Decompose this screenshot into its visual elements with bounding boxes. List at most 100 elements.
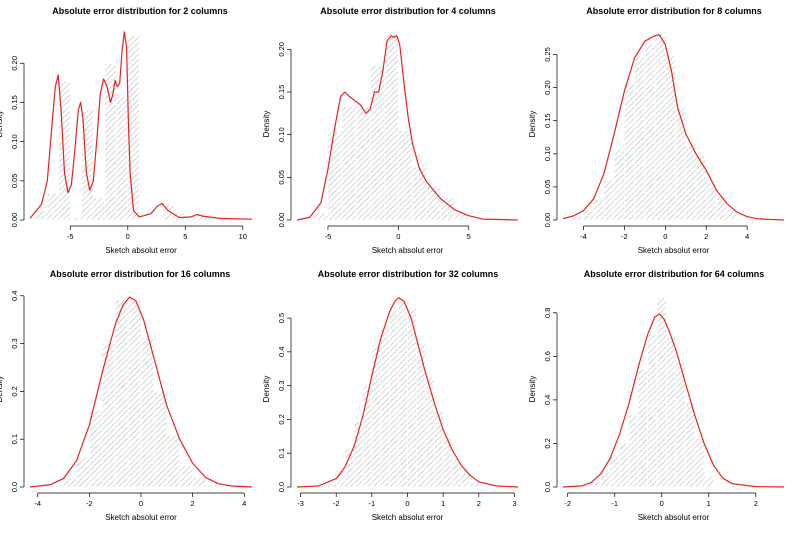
histogram-bar: [205, 484, 219, 488]
y-tick-label: 0.0: [543, 482, 552, 492]
x-tick-label: 5: [183, 232, 187, 241]
histogram-bar: [716, 196, 728, 221]
x-tick-label: -4: [580, 232, 587, 241]
histogram-bar: [173, 212, 186, 221]
histogram-panel: Absolute error distribution for 16 colum…: [0, 269, 253, 522]
y-axis-label: Density: [0, 376, 4, 403]
histogram-bar: [460, 473, 471, 488]
y-tick-label: 0.10: [543, 146, 552, 161]
y-tick-label: 0.1: [10, 434, 19, 444]
histogram-bar: [166, 435, 181, 488]
x-tick-label: 0: [139, 499, 143, 508]
histogram-bar: [69, 217, 83, 221]
y-tick-label: 0.1: [277, 448, 286, 458]
x-tick-label: -2: [86, 499, 93, 508]
histogram-bar: [383, 33, 399, 221]
histogram-panel: Absolute error distribution for 4 column…: [262, 6, 519, 255]
y-tick-label: 0.25: [543, 47, 552, 62]
histogram-bar: [600, 471, 611, 488]
x-tick-label: 5: [467, 232, 471, 241]
histogram-bar: [161, 204, 175, 221]
histogram-bar: [355, 106, 371, 221]
histogram-bar: [412, 166, 427, 221]
panel-title: Absolute error distribution for 4 column…: [320, 6, 496, 16]
histogram-bar: [628, 414, 639, 488]
y-tick-label: 0.00: [10, 213, 19, 228]
y-tick-label: 0.00: [543, 213, 552, 228]
histogram-bar: [50, 484, 64, 488]
histogram-bar: [624, 83, 635, 221]
histogram-bar: [619, 443, 630, 488]
density-curve: [562, 33, 785, 221]
histogram-bar: [590, 481, 601, 488]
histogram-bar: [76, 457, 90, 488]
histogram-bar: [609, 456, 620, 488]
histogram-bar: [644, 43, 656, 221]
histogram-bar: [389, 310, 399, 488]
y-tick-label: 0.10: [277, 127, 286, 142]
x-tick-label: -2: [621, 232, 628, 241]
y-axis-label: Density: [528, 376, 537, 403]
y-tick-label: 0.05: [277, 170, 286, 185]
y-tick-label: 0.2: [277, 414, 286, 424]
y-tick-label: 0.2: [10, 386, 19, 396]
density-curve: [296, 35, 519, 221]
histogram-bar: [326, 483, 337, 488]
histogram-bar: [675, 107, 687, 221]
y-tick-label: 0.4: [543, 395, 552, 405]
x-tick-label: 2: [754, 499, 758, 508]
histogram-bar: [341, 106, 357, 221]
histogram-bar: [46, 193, 60, 221]
x-axis-label: Sketch absolut error: [105, 246, 177, 255]
x-tick-label: 0: [126, 232, 130, 241]
histogram-bar: [380, 327, 390, 488]
histogram-bar: [572, 216, 584, 221]
y-tick-label: 0.6: [543, 351, 552, 361]
x-tick-label: 10: [239, 232, 247, 241]
y-tick-label: 0.20: [277, 42, 286, 57]
histogram-bar: [344, 448, 355, 488]
y-tick-label: 0.15: [10, 95, 19, 110]
histogram-bar: [35, 210, 48, 221]
histogram-bar: [192, 477, 206, 488]
panel-title: Absolute error distribution for 64 colum…: [584, 269, 765, 279]
histogram-bar: [694, 437, 705, 488]
y-tick-label: 0.3: [10, 338, 19, 348]
histogram-bar: [433, 410, 444, 488]
histogram-bar: [92, 197, 106, 221]
histogram-bar: [654, 33, 666, 221]
histogram-bar: [685, 144, 697, 221]
x-tick-label: 2: [704, 232, 708, 241]
x-tick-label: 4: [242, 499, 246, 508]
y-tick-label: 0.20: [10, 56, 19, 71]
histogram-bar: [58, 80, 71, 221]
histogram-bar: [179, 465, 193, 488]
x-tick-label: 3: [512, 499, 516, 508]
histogram-bar: [327, 131, 343, 221]
x-tick-label: 1: [441, 499, 445, 508]
histogram-bar: [313, 212, 329, 221]
x-tick-label: 1: [707, 499, 711, 508]
histogram-bar: [684, 401, 695, 488]
histogram-bar: [695, 155, 707, 221]
x-tick-label: -1: [611, 499, 618, 508]
y-tick-label: 0.20: [543, 80, 552, 95]
histogram-bar: [398, 130, 413, 221]
histogram-bar: [634, 56, 646, 221]
y-tick-label: 0.4: [10, 291, 19, 301]
x-tick-label: 4: [745, 232, 749, 241]
y-tick-label: 0.8: [543, 308, 552, 318]
histogram-bar: [127, 300, 142, 488]
y-axis-label: Density: [0, 111, 4, 138]
x-tick-label: -2: [333, 499, 340, 508]
histogram-bar: [369, 65, 385, 221]
x-axis-label: Sketch absolut error: [638, 513, 710, 522]
histogram-bar: [440, 197, 455, 221]
histogram-bar: [196, 214, 209, 221]
histogram-bar: [140, 337, 155, 488]
y-tick-label: 0.15: [543, 113, 552, 128]
histogram-bar: [603, 179, 615, 221]
y-axis-label: Density: [528, 111, 537, 138]
histogram-bar: [362, 385, 373, 488]
panel-title: Absolute error distribution for 16 colum…: [50, 269, 231, 279]
